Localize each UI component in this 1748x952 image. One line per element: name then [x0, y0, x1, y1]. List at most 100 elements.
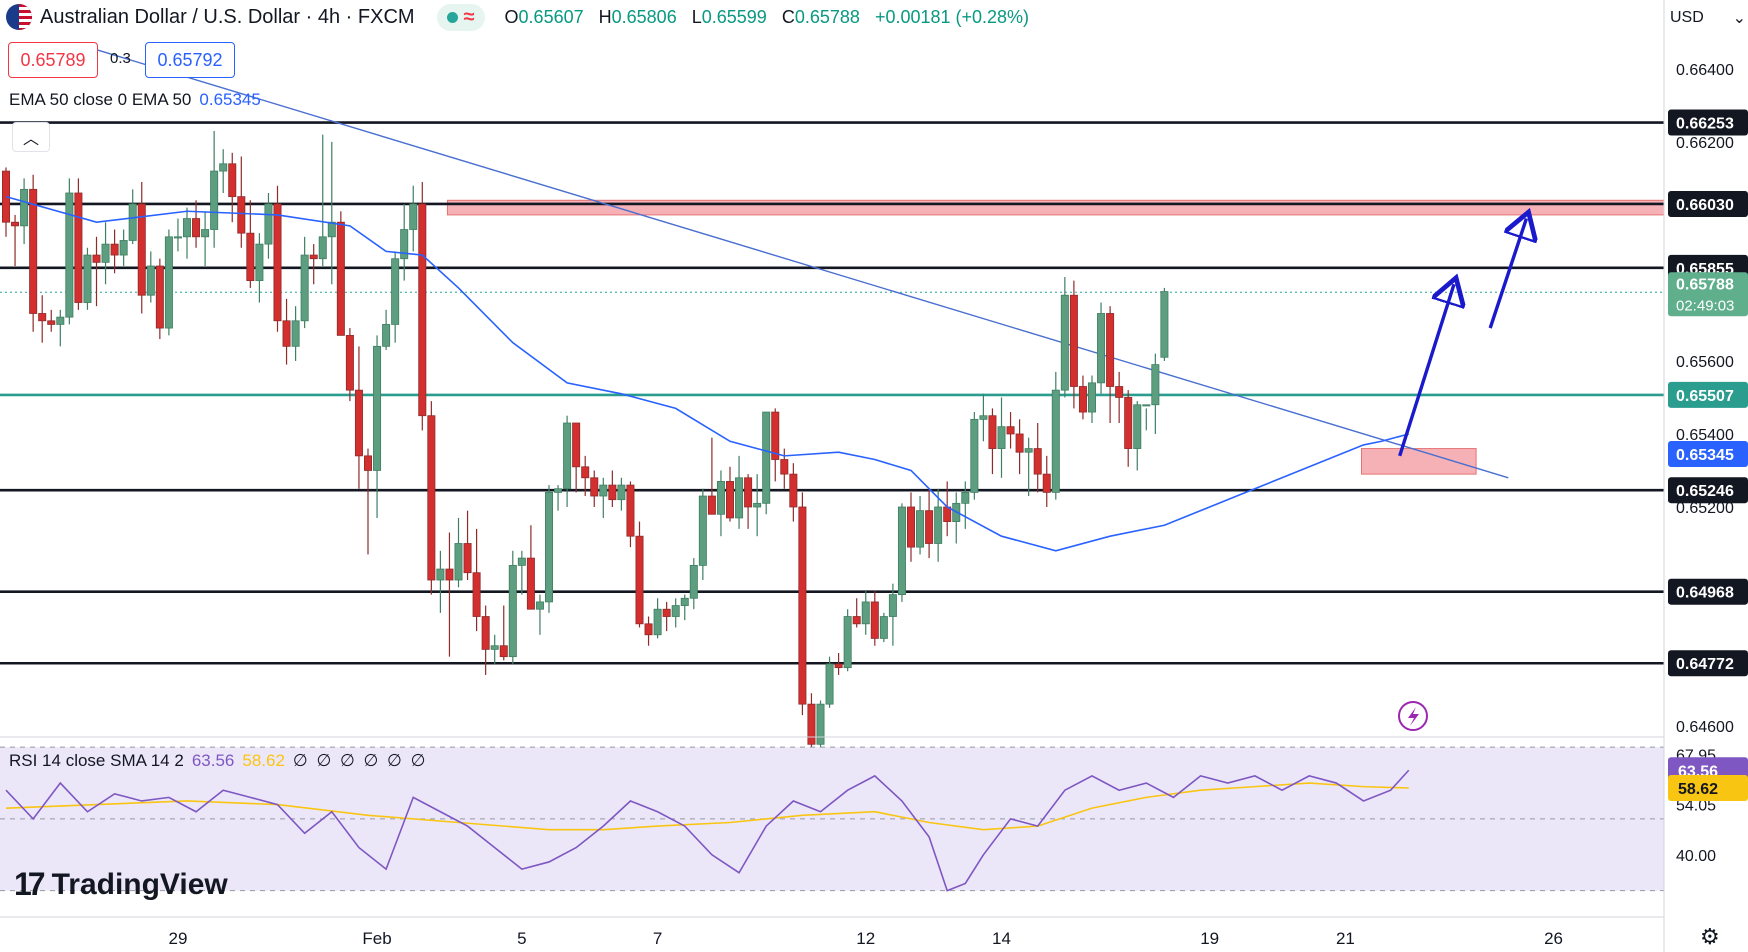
candle: [635, 521, 644, 628]
market-status-pill[interactable]: ≈: [436, 3, 485, 31]
candle-body: [246, 232, 255, 282]
candle-body: [327, 221, 336, 238]
chart-header: Australian Dollar / U.S. Dollar · 4h · F…: [0, 0, 1660, 34]
candle-body: [798, 506, 807, 705]
bar-countdown: 02:49:03: [1676, 297, 1734, 314]
candle-body: [1088, 382, 1097, 413]
candle-body: [499, 645, 508, 658]
candle-body: [563, 422, 572, 490]
candle: [29, 174, 38, 332]
candle-body: [843, 616, 852, 669]
candle: [1024, 437, 1033, 497]
candle-body: [29, 188, 38, 314]
candle: [409, 185, 418, 252]
candle: [110, 229, 119, 274]
ema-line: [5, 195, 1409, 552]
candle-body: [56, 316, 65, 325]
candle-body: [255, 243, 264, 282]
price-tick-label: 0.65600: [1676, 354, 1734, 371]
rsi-line: [5, 769, 1410, 892]
candle: [726, 466, 735, 522]
tradingview-logo[interactable]: 17 TradingView: [14, 866, 228, 903]
levels-layer: [0, 121, 1664, 665]
candle-body: [644, 623, 653, 636]
candle-body: [572, 422, 581, 468]
candle-body: [1033, 448, 1042, 475]
buy-price-button[interactable]: 0.65792: [145, 42, 235, 78]
candle: [698, 488, 707, 581]
candle: [137, 182, 146, 314]
collapse-legend-button[interactable]: ︿: [12, 122, 50, 152]
rsi-sma-value-tag: [1668, 774, 1748, 801]
ema-layer: [5, 195, 1409, 552]
ema-legend[interactable]: EMA 50 close 0 EMA 50 0.65345: [9, 90, 261, 110]
current-price-tag: [1668, 272, 1748, 317]
candle-body: [74, 192, 83, 303]
settings-gear-icon[interactable]: ⚙: [1700, 924, 1720, 949]
candle-body: [490, 645, 499, 650]
ema-legend-value: 0.65345: [199, 90, 261, 109]
candle: [816, 700, 825, 756]
candle-body: [409, 203, 418, 230]
time-tick-label: 7: [653, 929, 662, 948]
candle-body: [1069, 294, 1078, 387]
resistance-zone: [446, 199, 1665, 216]
candle-body: [1078, 386, 1087, 413]
candle: [952, 492, 961, 544]
candle: [535, 594, 544, 635]
candle: [662, 601, 671, 632]
candle: [119, 229, 128, 267]
rsi-sma-legend-value: 58.62: [242, 751, 285, 770]
open-value: 0.65607: [518, 6, 584, 27]
time-tick-label: 19: [1200, 929, 1219, 948]
candle-body: [472, 572, 481, 617]
candle: [56, 309, 65, 347]
candle-body: [201, 229, 210, 238]
candle-body: [65, 192, 74, 318]
level-tag-label: 0.64772: [1676, 656, 1734, 673]
candle: [382, 309, 391, 350]
candle-body: [852, 616, 861, 625]
sell-price-button[interactable]: 0.65789: [8, 42, 98, 78]
candle-body: [1151, 364, 1160, 406]
candle: [74, 178, 83, 310]
candle-body: [264, 203, 273, 245]
rsi-legend[interactable]: RSI 14 close SMA 14 2 63.56 58.62 ∅ ∅ ∅ ∅ ∅…: [9, 751, 427, 771]
price-axis[interactable]: 0.66400 0.66200 0.65600 0.65400 0.65200 0.646…: [1663, 0, 1748, 952]
candle-body: [110, 243, 119, 256]
candle-body: [146, 265, 155, 296]
candle: [1006, 412, 1015, 449]
time-tick-label: 21: [1336, 929, 1355, 948]
symbol-title[interactable]: Australian Dollar / U.S. Dollar · 4h · F…: [40, 5, 415, 28]
candle-body: [780, 459, 789, 475]
candle-body: [454, 543, 463, 581]
candle-body: [345, 334, 354, 391]
candle: [146, 251, 155, 303]
current-price-label: 0.65788: [1676, 276, 1734, 293]
candle-body: [526, 557, 535, 610]
candle: [83, 247, 92, 310]
candle: [581, 455, 590, 497]
time-axis[interactable]: 29 Feb 5 7 12 14 19 21 26: [0, 916, 1664, 948]
candle: [1142, 404, 1151, 431]
candle: [20, 178, 29, 245]
candle: [363, 448, 372, 555]
candle-body: [1133, 404, 1142, 449]
candle-body: [363, 455, 372, 471]
candle: [1088, 375, 1097, 424]
currency-selector[interactable]: USD ⌄: [1670, 4, 1746, 32]
candle: [789, 463, 798, 522]
candle: [282, 298, 291, 365]
level-tag: [1668, 578, 1748, 605]
support-zone: [1361, 448, 1477, 475]
candle: [997, 397, 1006, 478]
candle-body: [47, 320, 56, 325]
low-value: 0.65599: [701, 6, 767, 27]
candle-body: [825, 663, 834, 705]
candle: [391, 251, 400, 343]
candle: [499, 605, 508, 661]
candle: [246, 200, 255, 288]
lightning-bolt: [1408, 707, 1419, 726]
candle: [879, 612, 888, 643]
